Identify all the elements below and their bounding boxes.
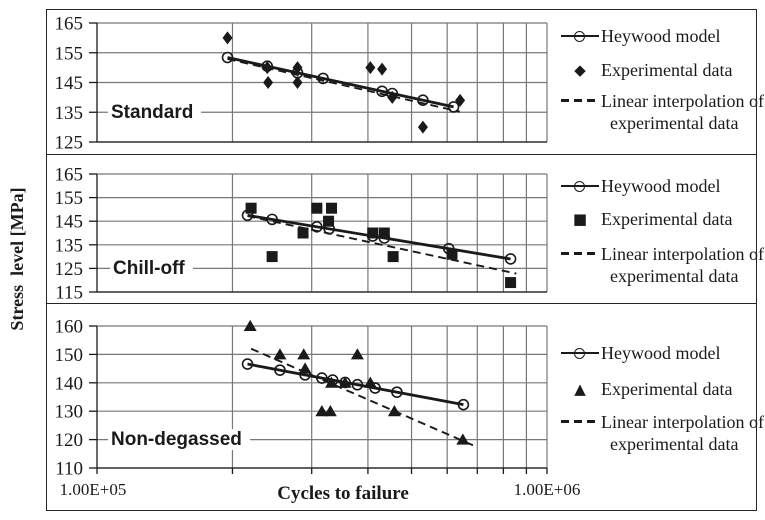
- triangle-marker-icon: ▲: [574, 379, 586, 398]
- x-axis-title: Cycles to failure: [277, 483, 409, 504]
- panel-non-degassed: [46, 304, 757, 511]
- y-axis-title: Stress level [MPa]: [7, 187, 27, 331]
- legend-label-heywood: Heywood model: [601, 176, 721, 196]
- legend-label-interp: Linear interpolation of experimental dat…: [601, 91, 764, 133]
- legend-label-interp: Linear interpolation of experimental dat…: [601, 412, 764, 454]
- legend-label-experimental: Experimental data: [601, 209, 733, 229]
- heywood-line-marker-icon: [561, 180, 599, 193]
- dashed-line-marker-icon: [561, 252, 598, 255]
- legend-label-experimental: Experimental data: [601, 379, 733, 399]
- legend-item-interp-2: Linear interpolation of experimental dat…: [561, 243, 764, 287]
- diamond-marker-icon: ◆: [574, 60, 586, 79]
- panel-label-standard: Standard: [108, 102, 202, 123]
- legend-item-heywood-1: Heywood model: [561, 26, 720, 46]
- legend-item-interp-3: Linear interpolation of experimental dat…: [561, 411, 764, 455]
- legend-label-experimental: Experimental data: [601, 60, 733, 80]
- square-marker-icon: ■: [572, 209, 588, 228]
- x-tick-label-1e5: 1.00E+05: [59, 480, 127, 499]
- heywood-line-marker-icon: [561, 347, 599, 360]
- x-tick-label-1e6: 1.00E+06: [513, 480, 581, 499]
- legend-item-experimental-2: ■ Experimental data: [561, 209, 733, 229]
- heywood-line-marker-icon: [561, 30, 599, 43]
- legend-item-interp-1: Linear interpolation of experimental dat…: [561, 90, 764, 134]
- legend-label-heywood: Heywood model: [601, 343, 721, 363]
- legend-item-experimental-1: ◆ Experimental data: [561, 60, 732, 80]
- legend-item-heywood-3: Heywood model: [561, 343, 720, 363]
- dashed-line-marker-icon: [561, 99, 598, 102]
- legend-label-interp: Linear interpolation of experimental dat…: [601, 244, 764, 286]
- legend-item-heywood-2: Heywood model: [561, 176, 720, 196]
- panel-label-chill-off: Chill-off: [110, 258, 193, 279]
- panel-label-non-degassed: Non-degassed: [108, 429, 250, 450]
- legend-label-heywood: Heywood model: [601, 26, 721, 46]
- legend-item-experimental-3: ▲ Experimental data: [561, 379, 732, 399]
- dashed-line-marker-icon: [561, 420, 598, 423]
